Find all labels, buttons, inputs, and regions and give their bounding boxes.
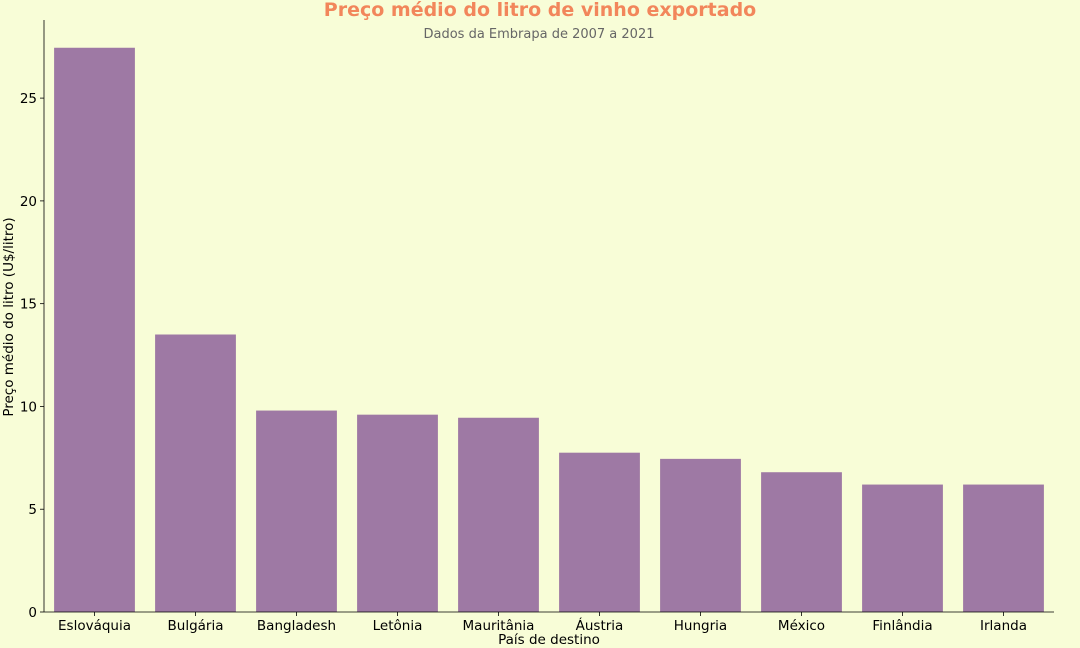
bar-6 [660,458,741,612]
x-tick-label-2: Bangladesh [257,618,336,634]
bar-5 [559,452,640,612]
chart-subtitle: Dados da Embrapa de 2007 a 2021 [423,27,654,42]
x-tick-label-5: Áustria [576,617,624,634]
y-tick-label-2: 10 [20,399,37,415]
x-tick-label-3: Letônia [373,618,423,634]
bar-2 [256,410,337,612]
bar-0 [54,47,135,612]
y-tick-label-5: 25 [20,91,37,107]
y-tick-label-4: 20 [20,194,37,210]
x-tick-label-8: Finlândia [872,618,932,634]
x-tick-label-1: Bulgária [168,618,224,634]
bar-4 [458,417,539,612]
y-axis-label: Preço médio do litro (U$/litro) [1,217,17,416]
x-axis-label: País de destino [498,632,600,648]
x-tick-label-9: Irlanda [980,618,1027,634]
x-tick-label-0: Eslováquia [58,618,131,634]
y-tick-label-0: 0 [28,605,37,621]
x-tick-label-6: Hungria [674,618,727,634]
y-tick-label-1: 5 [28,502,37,518]
y-tick-label-3: 15 [20,297,37,313]
bar-8 [862,484,943,612]
bar-3 [357,414,438,612]
bar-9 [963,484,1044,612]
x-tick-label-7: México [778,618,825,634]
bar-7 [761,472,842,612]
x-axis-ticks: Eslováquia Bulgária Bangladesh Letônia Mauri… [58,612,1027,634]
x-tick-label-4: Mauritânia [463,618,535,634]
bar-1 [155,334,236,612]
y-axis-ticks: 0 5 10 15 20 25 [20,91,44,621]
chart-title: Preço médio do litro de vinho exportado [324,0,756,21]
bars-group [54,47,1044,612]
